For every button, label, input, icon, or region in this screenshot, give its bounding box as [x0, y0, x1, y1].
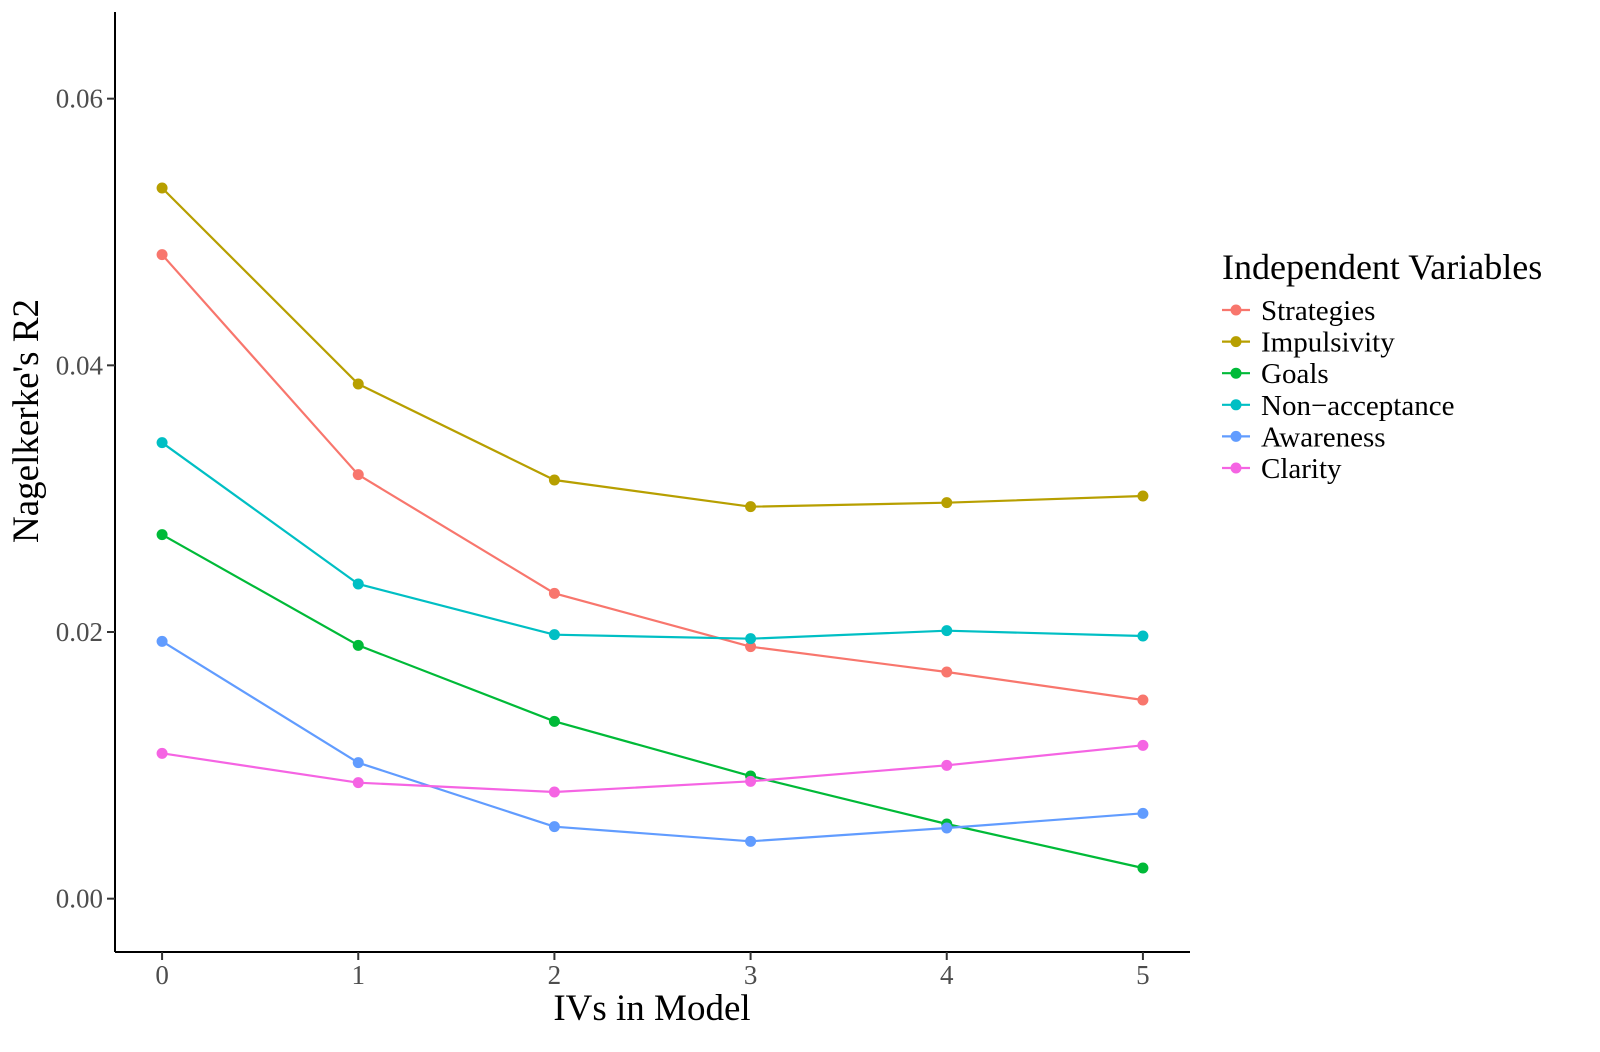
legend-item: Goals	[1222, 358, 1329, 390]
legend-key-point	[1230, 304, 1242, 316]
series-goals	[156, 529, 1149, 874]
data-point	[941, 625, 953, 637]
data-point	[352, 777, 364, 789]
series-strategies	[156, 249, 1149, 706]
series-impulsivity	[156, 182, 1149, 513]
legend-key-point	[1230, 399, 1242, 411]
series-line	[161, 187, 1143, 508]
legend-key-point	[1230, 367, 1242, 379]
legend-label: Strategies	[1261, 295, 1375, 327]
x-tick-label: 5	[1136, 960, 1150, 990]
legend: Independent Variables StrategiesImpulsiv…	[1222, 247, 1542, 485]
data-point	[548, 587, 560, 599]
data-point	[352, 639, 364, 651]
y-tick-label: 0.04	[56, 350, 104, 380]
series-line	[161, 253, 1144, 702]
y-tick-label: 0.06	[56, 84, 103, 114]
series-line	[161, 441, 1143, 640]
data-point	[548, 474, 560, 486]
data-point	[156, 182, 168, 194]
legend-key-point	[1230, 336, 1242, 348]
legend-label: Non−acceptance	[1261, 390, 1454, 422]
legend-label: Goals	[1261, 358, 1329, 390]
x-tick-label: 4	[940, 960, 954, 990]
data-point	[1137, 807, 1149, 819]
y-axis-title: Nagelkerke's R2	[6, 299, 47, 543]
data-point	[548, 629, 560, 641]
legend-key-point	[1230, 430, 1242, 442]
series-awareness	[156, 635, 1149, 847]
data-point	[1137, 490, 1149, 502]
data-point	[1137, 862, 1149, 874]
legend-item: Non−acceptance	[1222, 390, 1454, 422]
data-point	[745, 835, 757, 847]
data-point	[156, 529, 168, 541]
data-point	[1137, 694, 1149, 706]
legend-label: Awareness	[1261, 421, 1386, 453]
legend-label: Impulsivity	[1261, 327, 1395, 359]
data-point	[941, 759, 953, 771]
series-non-acceptance	[156, 437, 1149, 645]
series-line	[161, 533, 1144, 870]
data-point	[941, 822, 953, 834]
legend-item: Clarity	[1222, 453, 1342, 485]
series-clarity	[156, 739, 1149, 798]
legend-label: Clarity	[1261, 453, 1342, 485]
data-point	[156, 747, 168, 759]
data-point	[548, 715, 560, 727]
data-point	[745, 775, 757, 787]
series-line	[161, 744, 1144, 794]
x-tick-label: 2	[548, 960, 562, 990]
data-point	[745, 501, 757, 513]
data-point	[548, 821, 560, 833]
x-tick-label: 3	[744, 960, 758, 990]
data-point	[745, 641, 757, 653]
data-point	[352, 378, 364, 390]
y-tick-label: 0.00	[56, 884, 103, 914]
data-point	[352, 469, 364, 481]
data-point	[352, 757, 364, 769]
legend-item: Awareness	[1222, 421, 1386, 453]
data-point	[745, 633, 757, 645]
legend-key-point	[1230, 462, 1242, 474]
axes	[114, 12, 1190, 953]
ticks: 0.00 0.02 0.04 0.06 0 1 2 3 4 5	[56, 84, 1150, 990]
data-point	[941, 497, 953, 509]
data-point	[941, 666, 953, 678]
data-point	[548, 786, 560, 798]
data-point	[1137, 630, 1149, 642]
data-point	[156, 249, 168, 261]
legend-item: Strategies	[1222, 295, 1375, 327]
data-point	[156, 437, 168, 449]
data-point	[352, 578, 364, 590]
legend-item: Impulsivity	[1222, 327, 1395, 359]
legend-title: Independent Variables	[1222, 247, 1542, 287]
x-axis-title: IVs in Model	[553, 988, 750, 1029]
series-line	[161, 640, 1143, 843]
x-tick-label: 1	[351, 960, 365, 990]
data-point	[1137, 739, 1149, 751]
x-tick-label: 0	[155, 960, 169, 990]
data-point	[156, 635, 168, 647]
plot-marks	[156, 182, 1149, 874]
y-tick-label: 0.02	[56, 617, 103, 647]
